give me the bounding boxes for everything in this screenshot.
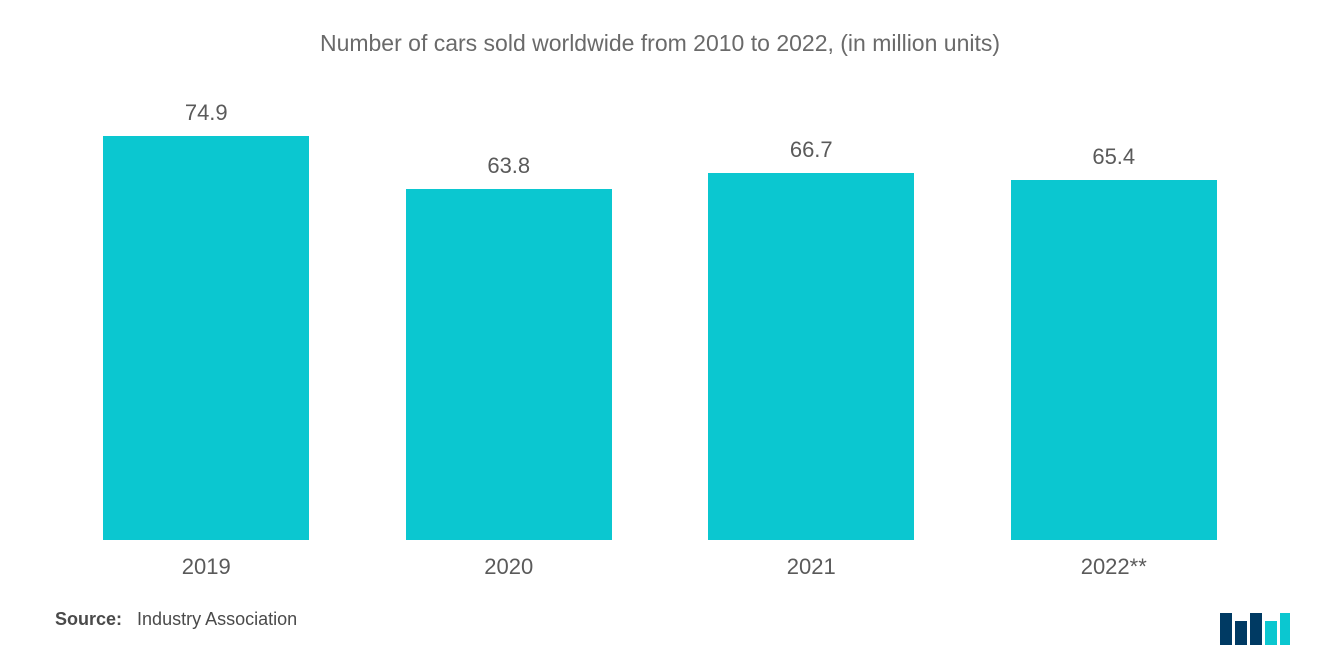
bar xyxy=(406,189,612,540)
chart-title: Number of cars sold worldwide from 2010 … xyxy=(0,0,1320,57)
bar-group: 65.4 2022** xyxy=(963,100,1266,540)
chart-container: Number of cars sold worldwide from 2010 … xyxy=(0,0,1320,665)
bar-group: 74.9 2019 xyxy=(55,100,358,540)
bar-value-label: 65.4 xyxy=(1092,144,1135,170)
bar-wrap: 74.9 xyxy=(55,100,358,540)
source-text: Industry Association xyxy=(137,609,297,629)
bar xyxy=(103,136,309,540)
source-line: Source: Industry Association xyxy=(55,609,297,630)
bar-group: 63.8 2020 xyxy=(358,100,661,540)
bar-wrap: 66.7 xyxy=(660,100,963,540)
bar xyxy=(1011,180,1217,540)
bar-category-label: 2020 xyxy=(358,554,661,580)
bar-category-label: 2021 xyxy=(660,554,963,580)
bar-value-label: 63.8 xyxy=(487,153,530,179)
chart-plot-area: 74.9 2019 63.8 2020 66.7 2021 65.4 20 xyxy=(55,100,1265,540)
bar-category-label: 2022** xyxy=(963,554,1266,580)
bar xyxy=(708,173,914,540)
source-label: Source: xyxy=(55,609,122,629)
brand-logo-icon xyxy=(1220,609,1290,645)
bar-value-label: 66.7 xyxy=(790,137,833,163)
bar-category-label: 2019 xyxy=(55,554,358,580)
bar-wrap: 65.4 xyxy=(963,100,1266,540)
bar-group: 66.7 2021 xyxy=(660,100,963,540)
bar-wrap: 63.8 xyxy=(358,100,661,540)
bar-value-label: 74.9 xyxy=(185,100,228,126)
